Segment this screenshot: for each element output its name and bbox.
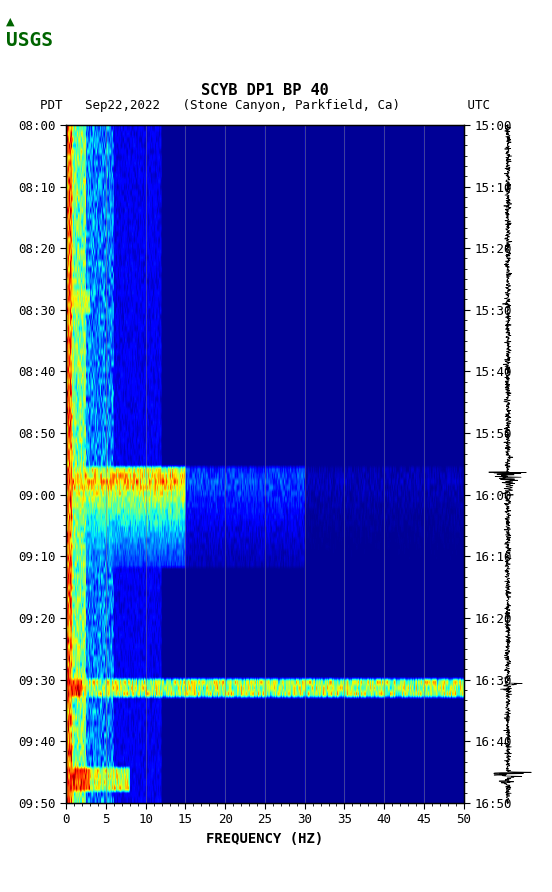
- Text: ▲: ▲: [6, 16, 14, 27]
- Text: USGS: USGS: [6, 30, 52, 50]
- X-axis label: FREQUENCY (HZ): FREQUENCY (HZ): [206, 831, 323, 846]
- Text: PDT   Sep22,2022   (Stone Canyon, Parkfield, Ca)         UTC: PDT Sep22,2022 (Stone Canyon, Parkfield,…: [40, 98, 490, 112]
- Text: SCYB DP1 BP 40: SCYB DP1 BP 40: [201, 83, 329, 98]
